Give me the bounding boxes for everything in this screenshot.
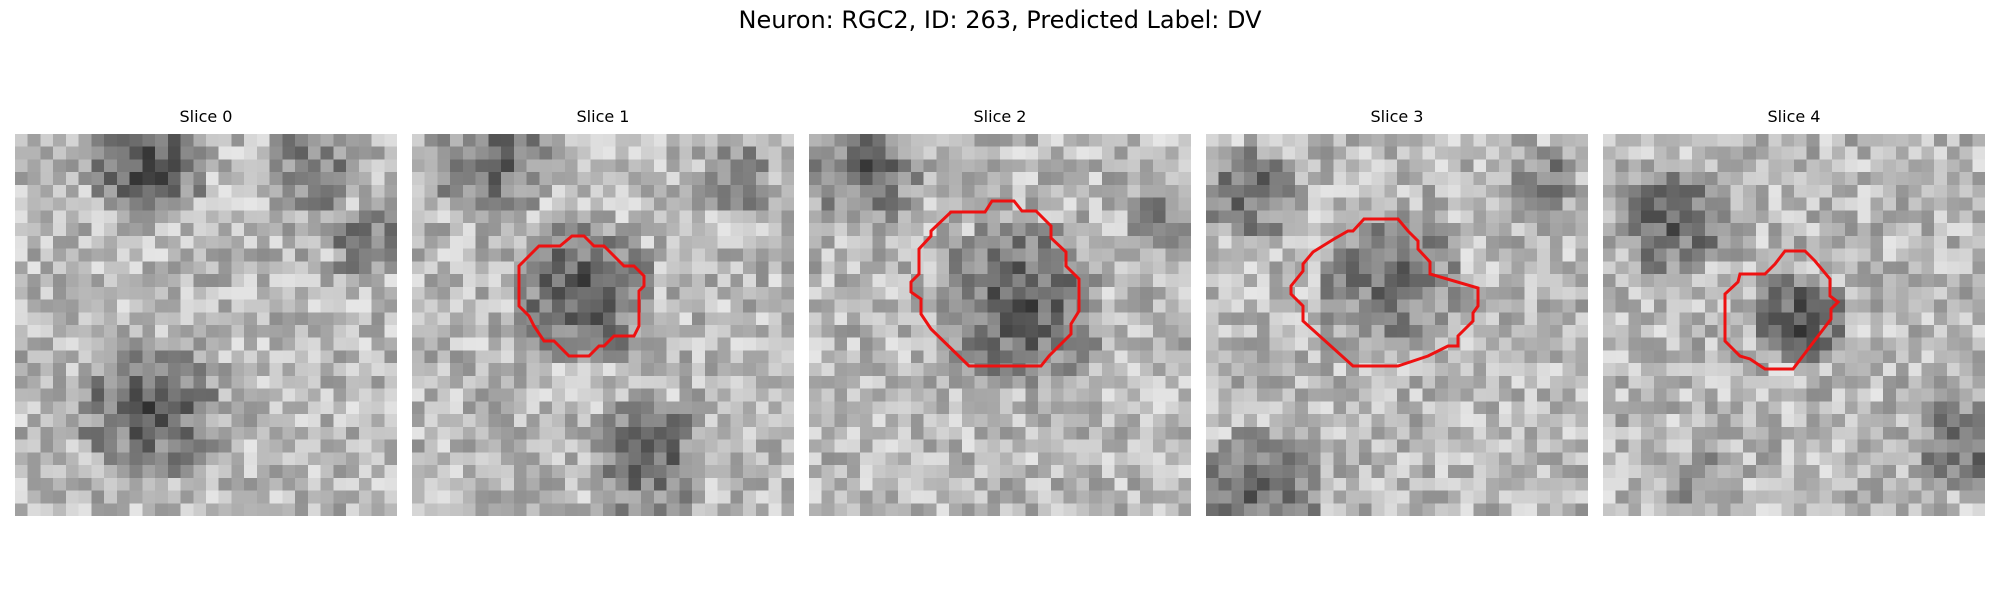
- panel-title: Slice 0: [179, 107, 233, 126]
- slice-image-frame: [1206, 134, 1588, 516]
- roi-contour: [1723, 249, 1841, 371]
- panel-slice-4: Slice 4: [1603, 106, 1985, 516]
- slice-image-frame: [412, 134, 794, 516]
- slice-image: [1206, 134, 1588, 516]
- slice-image: [809, 134, 1191, 516]
- panel-title: Slice 4: [1767, 107, 1821, 126]
- panel-title: Slice 3: [1370, 107, 1424, 126]
- slice-image-frame: [15, 134, 397, 516]
- roi-contour: [517, 234, 646, 358]
- panel-slice-3: Slice 3: [1206, 106, 1588, 516]
- roi-contour: [1289, 217, 1480, 368]
- slice-image: [1603, 134, 1985, 516]
- slice-image: [15, 134, 397, 516]
- roi-contour: [909, 199, 1081, 368]
- slice-image-frame: [1603, 134, 1985, 516]
- panel-slice-1: Slice 1: [412, 106, 794, 516]
- slice-image-frame: [809, 134, 1191, 516]
- panel-title: Slice 2: [973, 107, 1027, 126]
- panel-slice-2: Slice 2: [809, 106, 1191, 516]
- slice-image: [412, 134, 794, 516]
- panel-title: Slice 1: [576, 107, 630, 126]
- panel-slice-0: Slice 0: [15, 106, 397, 516]
- figure-title: Neuron: RGC2, ID: 263, Predicted Label: …: [738, 6, 1262, 34]
